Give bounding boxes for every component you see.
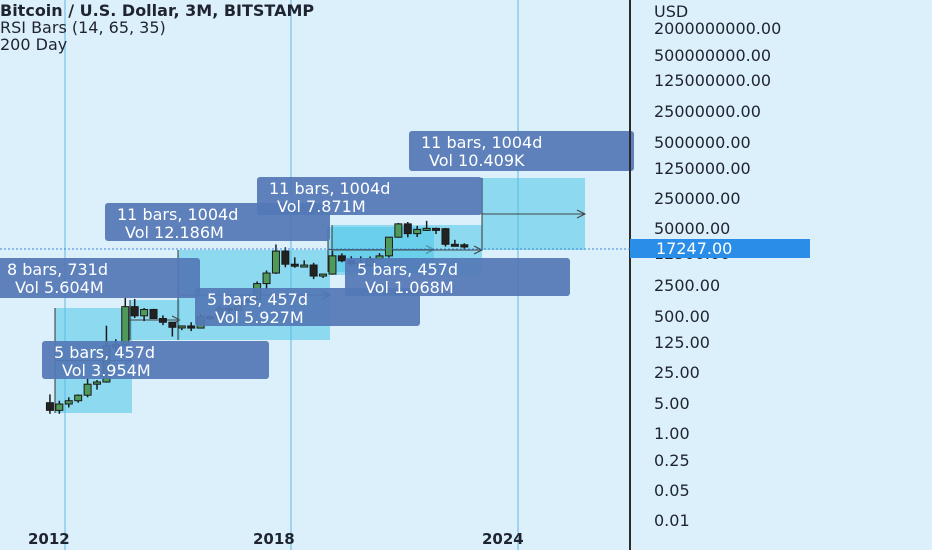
candle-body xyxy=(130,306,139,317)
range-volume-label: Vol 5.927M xyxy=(215,308,304,327)
candle-body xyxy=(450,243,459,247)
price-axis-label: 50000.00 xyxy=(654,219,730,238)
candle-body xyxy=(300,264,309,268)
candle-body xyxy=(140,308,149,317)
price-axis-label: 2500.00 xyxy=(654,276,720,295)
range-bars-label: 5 bars, 457d xyxy=(357,260,458,279)
price-axis-label: 500.00 xyxy=(654,307,710,326)
price-axis-currency: USD xyxy=(654,2,688,21)
price-axis-label: 500000000.00 xyxy=(654,46,771,65)
candle-body xyxy=(384,236,393,257)
candle-body xyxy=(328,255,337,275)
range-bars-label: 11 bars, 1004d xyxy=(117,205,238,224)
time-axis[interactable]: 2012 2018 2024 xyxy=(28,530,524,548)
price-axis-label: 1.00 xyxy=(654,424,690,443)
price-axis-label: 0.05 xyxy=(654,481,690,500)
candle-body xyxy=(271,250,280,274)
time-axis-label: 2024 xyxy=(482,530,524,548)
range-arrow-head xyxy=(576,209,587,219)
last-price-tag xyxy=(630,239,810,258)
price-axis-label: 5000000.00 xyxy=(654,133,751,152)
candle-body xyxy=(319,273,328,277)
price-axis-label: 250000.00 xyxy=(654,189,741,208)
candle-body xyxy=(337,255,346,262)
range-volume-label: Vol 1.068M xyxy=(365,278,454,297)
price-axis-label: 1250000.00 xyxy=(654,159,751,178)
candle-body xyxy=(394,223,403,238)
candle-body xyxy=(45,402,54,411)
time-axis-label: 2018 xyxy=(253,530,295,548)
candle-body xyxy=(83,383,92,396)
range-volume-label: Vol 10.409K xyxy=(429,151,525,170)
range-label-box xyxy=(0,258,200,298)
chart-title: Bitcoin / U.S. Dollar, 3M, BITSTAMP xyxy=(0,1,315,20)
range-bars-label: 8 bars, 731d xyxy=(7,260,108,279)
candle-body xyxy=(149,308,158,320)
candle-body xyxy=(64,400,73,405)
candle-body xyxy=(177,325,186,329)
candle-body xyxy=(121,306,130,346)
range-volume-label: Vol 12.186M xyxy=(125,223,224,242)
range-label-box xyxy=(345,258,570,296)
range-label-box xyxy=(42,341,269,379)
time-axis-label: 2012 xyxy=(28,530,70,548)
candle-body xyxy=(432,227,441,231)
price-axis-label: 25.00 xyxy=(654,363,700,382)
price-axis-label: 125000000.00 xyxy=(654,71,771,90)
chart-header: Bitcoin / U.S. Dollar, 3M, BITSTAMP RSI … xyxy=(0,2,314,53)
candle-body xyxy=(262,272,271,285)
price-axis-label: 125.00 xyxy=(654,333,710,352)
moving-average-legend: 200 Day xyxy=(0,35,68,54)
indicator-legend: RSI Bars (14, 65, 35) xyxy=(0,18,166,37)
price-axis-label: 0.25 xyxy=(654,451,690,470)
range-volume-label: Vol 5.604M xyxy=(15,278,104,297)
candle-body xyxy=(168,321,177,328)
candle-body xyxy=(413,228,422,235)
price-axis-label: 2000000000.00 xyxy=(654,19,781,38)
candle-body xyxy=(403,223,412,235)
range-volume-label: Vol 7.871M xyxy=(277,197,366,216)
range-label-box xyxy=(195,288,420,326)
price-axis-label: 0.01 xyxy=(654,511,690,530)
candle-body xyxy=(281,250,290,265)
range-bars-label: 5 bars, 457d xyxy=(207,290,308,309)
candle-body xyxy=(74,394,83,402)
price-axis-label: 25000000.00 xyxy=(654,102,761,121)
range-bars-label: 11 bars, 1004d xyxy=(421,133,542,152)
candle-body xyxy=(55,403,64,411)
price-axis-label: 5.00 xyxy=(654,394,690,413)
range-label-box xyxy=(409,131,634,171)
candle-body xyxy=(460,244,469,248)
range-bars-label: 11 bars, 1004d xyxy=(269,179,390,198)
candle-body xyxy=(290,263,299,267)
candle-body xyxy=(93,381,102,385)
range-volume-label: Vol 3.954M xyxy=(62,361,151,380)
range-bars-label: 5 bars, 457d xyxy=(54,343,155,362)
candle-body xyxy=(158,318,167,323)
candle-body xyxy=(187,325,196,329)
range-label-box xyxy=(257,177,482,215)
last-price-value: 17247.00 xyxy=(656,239,732,258)
candle-body xyxy=(441,228,450,245)
candle-body xyxy=(309,264,318,277)
candle-body xyxy=(422,227,431,231)
